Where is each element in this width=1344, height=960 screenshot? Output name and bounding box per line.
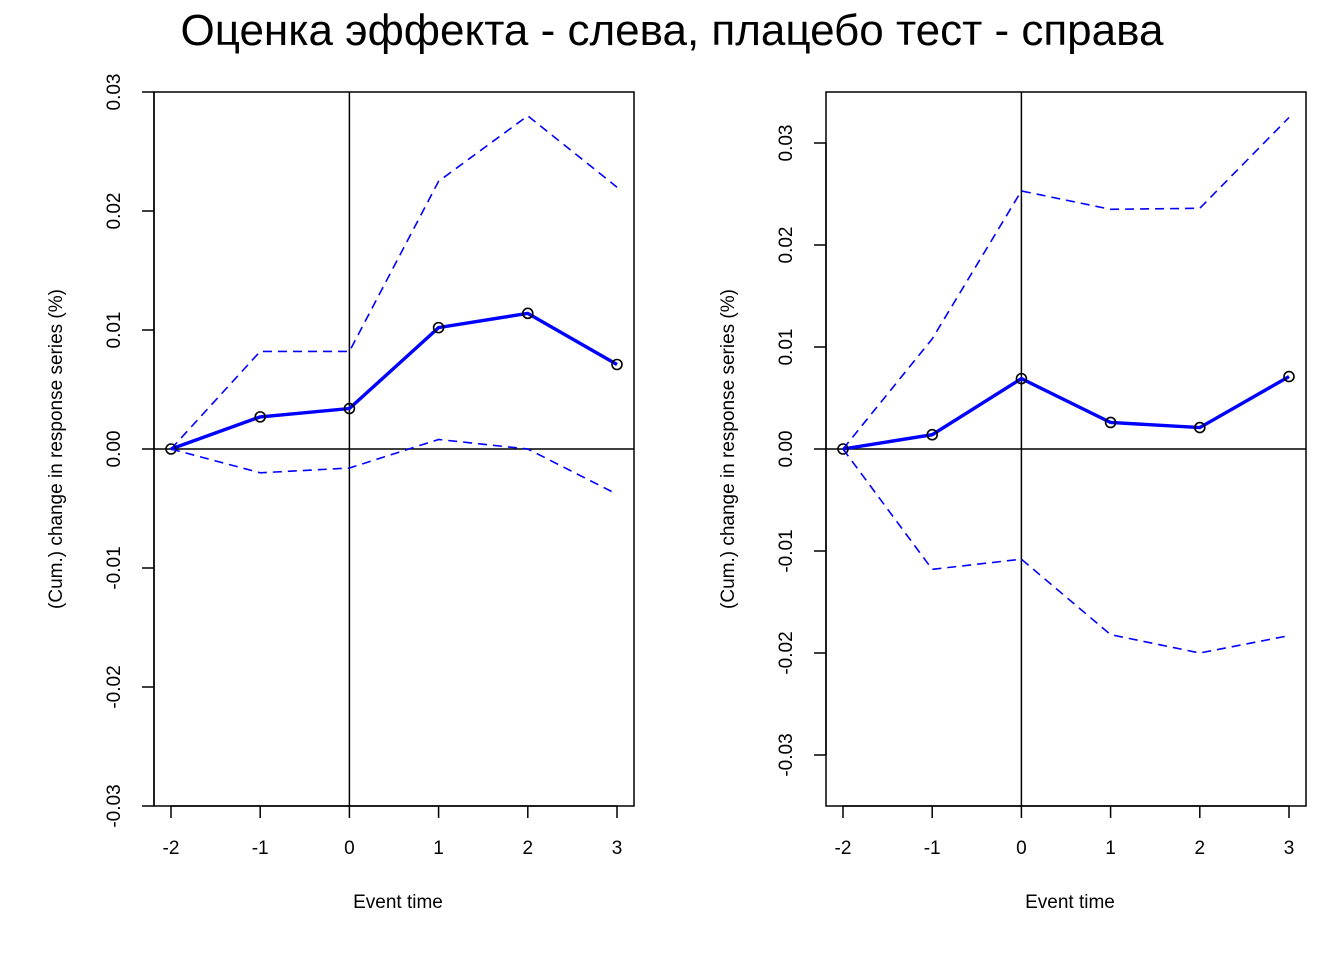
x-tick-label: -1 (252, 838, 269, 859)
x-tick-label: -2 (835, 838, 852, 859)
y-tick-label: -0.03 (104, 784, 125, 827)
series-line-lower-ci (842, 448, 1290, 654)
y-tick-label: -0.01 (104, 546, 125, 589)
data-point (1194, 421, 1206, 434)
x-tick-label: 1 (433, 838, 444, 859)
chart-panel-2: -2 -1 0 1 2 3 -0.03 -0.02 -0.01 0.00 0.01 0.02 0.03 E… (718, 91, 1307, 913)
data-point (611, 358, 623, 371)
chart-panel-1: -2 -1 0 1 2 3 -0.03 -0.02 -0.01 0.00 0.01 0.02 0.03 E… (46, 74, 635, 913)
series-line-lower-ci (170, 438, 618, 495)
y-axis-title: (Cum.) change in response series (%) (718, 289, 739, 609)
series-line-estimate (842, 375, 1290, 451)
data-point (521, 307, 534, 320)
x-tick-label: 3 (1284, 838, 1295, 859)
data-point (1015, 372, 1028, 385)
data-point (432, 321, 445, 334)
chart-title: Оценка эффекта - слева, плацебо тест - с… (180, 6, 1164, 55)
series-line-upper-ci (170, 114, 618, 450)
y-tick-label: -0.02 (104, 665, 125, 708)
y-tick-label: 0.00 (104, 431, 125, 468)
data-point (926, 428, 939, 441)
x-tick-label: -1 (924, 838, 941, 859)
data-point (1283, 370, 1295, 383)
x-tick-label: 1 (1105, 838, 1116, 859)
x-tick-label: 3 (612, 838, 623, 859)
y-tick-label: -0.02 (776, 631, 797, 674)
y-tick-label: 0.02 (776, 227, 797, 264)
data-point (1104, 416, 1117, 429)
x-tick-label: 2 (523, 838, 534, 859)
x-axis-title: Event time (353, 892, 443, 913)
data-point (837, 443, 849, 455)
y-tick-label: 0.01 (104, 312, 125, 349)
x-tick-label: 0 (1016, 838, 1027, 859)
y-tick-label: -0.03 (776, 733, 797, 776)
x-tick-label: -2 (163, 838, 180, 859)
series-line-upper-ci (842, 116, 1290, 450)
y-axis-title: (Cum.) change in response series (%) (46, 289, 67, 609)
y-tick-label: 0.03 (776, 125, 797, 162)
y-tick-label: 0.02 (104, 193, 125, 230)
x-axis-title: Event time (1025, 892, 1115, 913)
data-point (165, 443, 177, 455)
y-tick-label: 0.00 (776, 431, 797, 468)
x-tick-label: 0 (344, 838, 355, 859)
x-tick-label: 2 (1195, 838, 1206, 859)
data-point (343, 402, 356, 415)
data-point (254, 411, 267, 423)
y-tick-label: -0.01 (776, 529, 797, 572)
series-line-estimate (170, 311, 618, 451)
y-tick-label: 0.01 (776, 329, 797, 366)
y-tick-label: 0.03 (104, 74, 125, 111)
